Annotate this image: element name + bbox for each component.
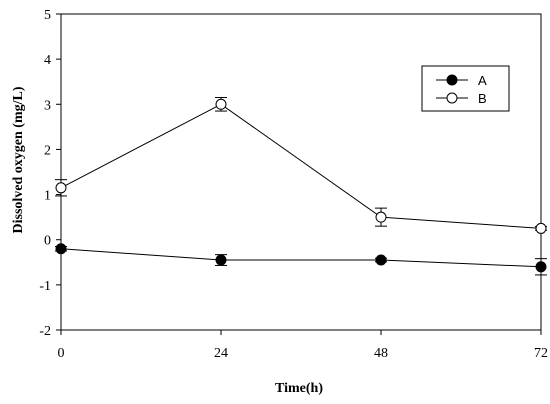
series-line — [60, 248, 542, 268]
legend-label-b: B — [478, 91, 487, 106]
data-point — [215, 98, 227, 110]
data-point — [535, 222, 547, 234]
series-b — [55, 97, 547, 234]
data-point — [375, 254, 387, 266]
y-tick-label: -2 — [39, 324, 51, 339]
data-point — [535, 261, 547, 273]
x-tick-label: 72 — [534, 346, 548, 361]
legend-marker-b — [446, 92, 458, 104]
y-tick-label: 4 — [44, 53, 51, 68]
data-point — [215, 254, 227, 266]
data-point — [375, 211, 387, 223]
y-tick-label: 5 — [44, 8, 51, 23]
series-line — [60, 103, 542, 229]
series-layer — [55, 97, 547, 276]
x-tick-label: 0 — [58, 346, 65, 361]
y-tick-label: 3 — [44, 98, 51, 113]
axis-ticks: -2 -1 0 1 2 3 4 5 0 24 48 72 — [39, 8, 548, 361]
legend: A B — [421, 65, 510, 112]
y-tick-label: 0 — [44, 234, 51, 249]
series-a — [55, 243, 547, 276]
y-tick-label: 2 — [44, 143, 51, 158]
y-tick-label: 1 — [44, 189, 51, 204]
data-point — [55, 243, 67, 255]
legend-marker-a — [446, 74, 458, 86]
plot-frame — [60, 13, 542, 331]
x-axis-title: Time(h) — [275, 381, 323, 396]
y-tick-label: -1 — [39, 279, 51, 294]
x-tick-label: 48 — [374, 346, 388, 361]
legend-box — [421, 65, 510, 112]
legend-label-a: A — [478, 73, 487, 88]
plot-area-border — [60, 13, 542, 331]
x-tick-label: 24 — [214, 346, 228, 361]
data-point — [55, 182, 67, 194]
y-axis-title: Dissolved oxygen (mg/L) — [11, 86, 26, 233]
